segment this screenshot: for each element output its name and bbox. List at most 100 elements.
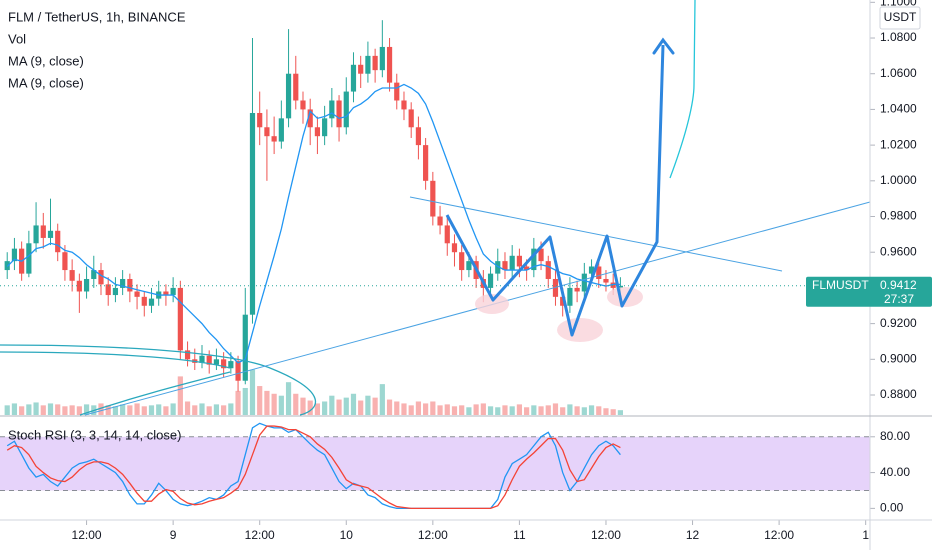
volume-bar <box>466 407 472 415</box>
candle-body <box>603 278 609 283</box>
x-tick-label: 11 <box>513 528 526 542</box>
pattern-drawing <box>445 44 665 337</box>
volume-bar <box>62 406 68 415</box>
x-tick-label: 9 <box>170 528 177 542</box>
volume-bar <box>307 400 313 415</box>
volume-bar <box>249 369 256 415</box>
highlight <box>475 294 509 314</box>
candle-body <box>531 248 537 271</box>
candle-body <box>91 270 97 279</box>
volume-bar <box>545 405 551 415</box>
candle-body <box>213 359 220 365</box>
volume-bar <box>47 403 54 415</box>
candle-body <box>221 359 227 369</box>
candle-body <box>610 282 616 288</box>
volume-bar <box>603 408 609 415</box>
volume-bar <box>163 406 169 415</box>
candle-body <box>170 287 176 296</box>
candle-body <box>163 291 169 296</box>
candle-body <box>466 261 472 271</box>
candle-body <box>11 248 18 262</box>
x-tick-label: 12 <box>686 528 700 542</box>
candle-body <box>336 100 342 128</box>
volume-bar <box>423 403 429 415</box>
volume-bar <box>538 406 544 415</box>
volume-bar <box>271 393 277 415</box>
x-tick-label: 12:00 <box>591 528 621 542</box>
candle-body <box>293 73 299 101</box>
volume-bar <box>329 395 335 415</box>
candle-body <box>552 278 559 297</box>
candle-body <box>177 287 183 351</box>
candle-body <box>588 266 595 274</box>
candle-body <box>314 127 321 137</box>
candle-body <box>365 55 371 74</box>
candle-body <box>430 180 436 217</box>
candle-body <box>307 109 313 128</box>
candle-body <box>451 243 458 253</box>
candle-body <box>62 252 68 271</box>
y-tick-label: 0.9000 <box>880 351 917 365</box>
candle-body <box>278 118 284 142</box>
volume-bar <box>112 406 119 415</box>
volume-bar <box>11 403 18 415</box>
volume-bar <box>184 401 191 415</box>
legend-entry: MA (9, close) <box>8 53 84 68</box>
candle-body <box>300 100 306 110</box>
volume-bar <box>98 403 104 415</box>
legend-entry: Vol <box>8 31 26 46</box>
volume-bar <box>437 405 443 415</box>
volume-bar <box>408 405 414 415</box>
y-tick-label: 1.0200 <box>880 137 917 151</box>
volume-bar <box>552 403 559 415</box>
volume-bar <box>386 399 393 415</box>
candle-body <box>379 46 385 71</box>
candle-body <box>329 100 335 119</box>
candle-body <box>141 296 147 306</box>
volume-bar <box>177 376 183 415</box>
candle-body <box>76 280 82 292</box>
y-tick-label: 1.0400 <box>880 102 917 116</box>
candle-body <box>285 73 292 119</box>
volume-bar <box>365 395 371 415</box>
candle-body <box>271 136 277 142</box>
volume-bar <box>293 393 299 415</box>
candle-body <box>415 127 422 146</box>
volume-bar <box>350 393 357 415</box>
trend-line <box>409 196 783 272</box>
volume-bar <box>487 406 494 415</box>
candle-body <box>516 255 523 267</box>
volume-bar <box>278 395 284 415</box>
volume-bar <box>502 405 508 415</box>
volume-profile-curve <box>79 371 231 416</box>
volume-bar <box>206 406 212 415</box>
volume-bar <box>242 387 248 415</box>
candle-body <box>343 91 349 128</box>
volume-bar <box>199 403 205 415</box>
volume-bar <box>264 390 270 415</box>
candle-body <box>47 230 54 238</box>
candle-body <box>509 255 515 271</box>
highlight <box>607 287 643 307</box>
candle-body <box>69 270 75 281</box>
volume-bar <box>4 405 10 415</box>
volume-bar <box>358 400 364 415</box>
candle-body <box>408 109 414 128</box>
volume-bar <box>372 397 378 415</box>
candle-body <box>206 355 212 365</box>
stoch-line <box>6 422 621 510</box>
candle-body <box>394 82 400 101</box>
candle-body <box>502 261 508 271</box>
volume-profile-curve <box>0 351 231 369</box>
volume-bar <box>459 405 465 415</box>
highlight <box>557 318 603 342</box>
candle-body <box>495 261 501 274</box>
candle-body <box>596 266 602 279</box>
candle-body <box>567 287 573 306</box>
volume-bar <box>495 407 501 415</box>
volume-bar <box>610 409 616 415</box>
volume-bar <box>156 404 162 415</box>
currency-box[interactable] <box>879 6 921 30</box>
volume-bar <box>33 402 39 415</box>
